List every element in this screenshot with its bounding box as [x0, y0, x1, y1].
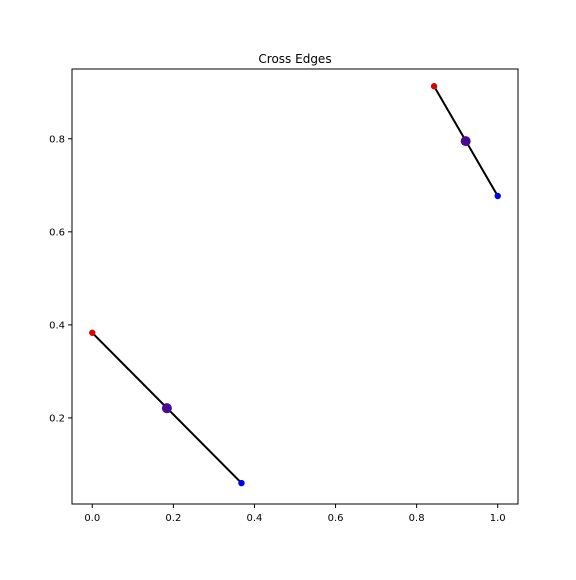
x-tick-label: 0.2: [165, 513, 181, 524]
plot-frame: [71, 68, 519, 505]
y-tick-label: 0.8: [49, 134, 65, 145]
edge-start-point-1: [89, 329, 96, 336]
plot-area-background: [72, 69, 518, 504]
edge-end-point-1: [238, 479, 245, 487]
x-axis: 0.0 0.2 0.4 0.6 0.8 1.0: [84, 504, 506, 524]
edge-end-point-2: [494, 192, 501, 200]
x-tick-label: 1.0: [490, 513, 506, 524]
chart-title: Cross Edges: [258, 52, 331, 66]
edge-midpoint-1: [161, 403, 172, 414]
x-tick-label: 0.6: [328, 513, 344, 524]
y-tick-label: 0.2: [49, 413, 65, 424]
y-tick-label: 0.6: [49, 227, 65, 238]
y-tick-label: 0.4: [49, 320, 65, 331]
x-tick-label: 0.8: [409, 513, 425, 524]
x-tick-label: 0.0: [84, 513, 100, 524]
edge-midpoint-2: [460, 136, 471, 147]
y-axis: 0.2 0.4 0.6 0.8: [49, 134, 72, 424]
points-layer: [89, 83, 501, 487]
edge-start-point-2: [430, 83, 438, 90]
x-tick-label: 0.4: [247, 513, 263, 524]
